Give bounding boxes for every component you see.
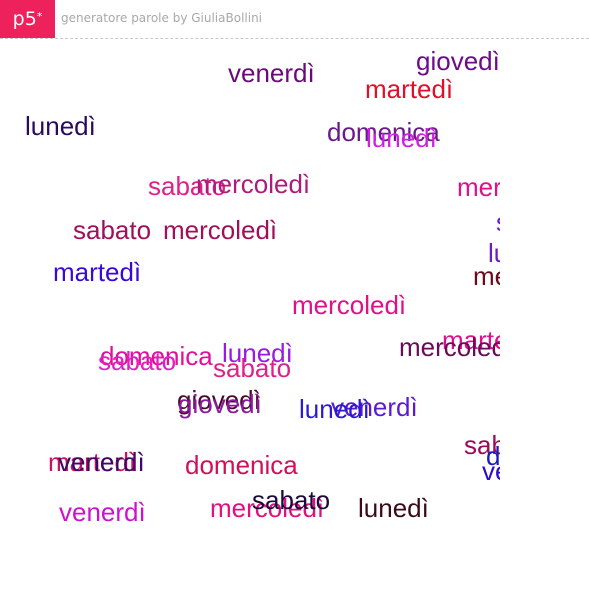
word: domenica	[100, 341, 213, 371]
word: sabato	[98, 346, 177, 376]
word: lunedì	[25, 111, 96, 141]
word: venerdì	[228, 58, 315, 88]
word: lunedì	[299, 394, 370, 424]
word: martedì	[53, 257, 142, 287]
sketch-canvas[interactable]: giovedì venerdì martedì lunedì domenica …	[0, 39, 500, 540]
word: giovedì	[177, 385, 261, 415]
word: mercoledì	[457, 172, 500, 202]
word: giovedì	[178, 389, 262, 419]
word: lunedì	[222, 338, 293, 368]
word: sabato	[496, 209, 500, 235]
word: mercoledì	[196, 169, 311, 199]
word: sabato	[252, 485, 331, 515]
p5-logo[interactable]: p5 *	[0, 0, 55, 38]
word: venerdì	[482, 456, 500, 486]
word: martedì	[365, 74, 454, 104]
word: mercoledì	[163, 215, 278, 245]
sketch-title: generatore parole by GiuliaBollini	[61, 11, 263, 25]
word: sabato	[213, 353, 292, 383]
word: sabato	[464, 430, 500, 460]
word: martedì	[48, 447, 137, 477]
word: mercoledì	[292, 290, 407, 320]
word: domenica	[327, 117, 440, 147]
word: mercoledì	[210, 493, 325, 523]
logo-text: p5	[12, 8, 37, 30]
word: lunedì	[488, 238, 500, 268]
word: venerdì	[331, 392, 418, 422]
word: sabato	[148, 171, 227, 201]
logo-asterisk: *	[36, 9, 43, 23]
word: venerdì	[58, 447, 145, 477]
word: domenica	[185, 450, 298, 480]
word: lunedì	[358, 493, 429, 523]
top-bar: p5 * generatore parole by GiuliaBollini	[0, 0, 589, 39]
word: domenica	[486, 441, 500, 471]
word: mercoledì	[399, 332, 500, 362]
word: giovedì	[416, 46, 500, 76]
word: sabato	[73, 215, 152, 245]
word: venerdì	[59, 497, 146, 527]
word: martedì	[442, 325, 500, 355]
word: lunedì	[366, 123, 437, 153]
word: mercoledì	[473, 261, 500, 291]
